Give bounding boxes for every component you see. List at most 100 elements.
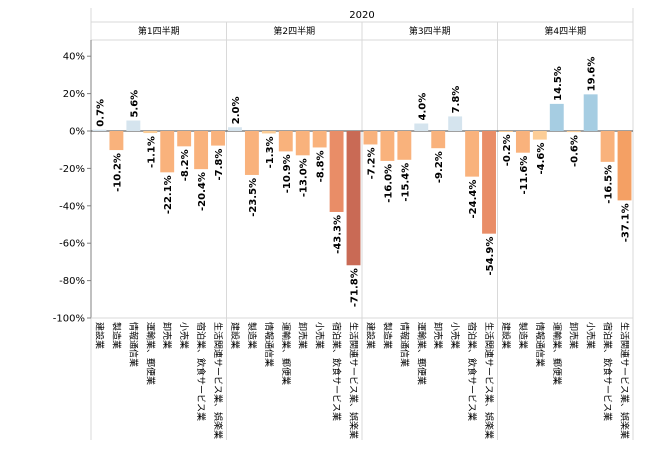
category-label: 製造業 <box>246 322 258 349</box>
data-label: -54.9% <box>485 237 496 276</box>
bar <box>126 120 141 131</box>
data-label: 0.7% <box>95 99 106 127</box>
bar <box>549 103 564 131</box>
bar <box>109 131 124 151</box>
category-label: 製造業 <box>110 322 122 349</box>
category-label: 建設業 <box>93 322 105 349</box>
bar <box>160 131 175 173</box>
category-label: 製造業 <box>517 322 529 349</box>
bar <box>431 131 446 149</box>
data-label: -16.5% <box>604 165 615 204</box>
category-label: 建設業 <box>229 322 241 349</box>
category-label: 情報通信業 <box>398 322 410 367</box>
y-tick-label: -40% <box>59 201 85 212</box>
group-label: 第2四半期 <box>273 25 315 37</box>
data-label: -9.2% <box>434 151 445 183</box>
category-label: 建設業 <box>364 322 376 349</box>
category-label: 運輸業、郵便業 <box>551 322 563 385</box>
bar <box>278 131 293 152</box>
data-label: 14.5% <box>553 66 564 101</box>
bar <box>312 131 327 148</box>
category-label: 卸売業 <box>297 322 309 349</box>
bar <box>499 131 513 132</box>
bar <box>244 131 259 175</box>
data-label: -16.0% <box>383 164 394 203</box>
y-tick-label: -100% <box>53 314 85 325</box>
data-label: -20.4% <box>197 172 208 211</box>
bar <box>261 131 276 134</box>
category-label: 宿泊業、飲食サービス業 <box>195 322 207 421</box>
y-tick-label: 20% <box>63 89 85 100</box>
bar <box>92 129 107 131</box>
bar <box>295 131 310 156</box>
year-label: 2020 <box>349 10 374 21</box>
bar <box>346 131 361 266</box>
bar <box>532 131 547 140</box>
category-label: 建設業 <box>500 322 512 349</box>
y-tick-label: -20% <box>59 164 85 175</box>
category-label: 卸売業 <box>161 322 173 349</box>
bar <box>465 131 480 177</box>
category-label: 運輸業、郵便業 <box>144 322 156 385</box>
category-label: 情報通信業 <box>127 322 139 367</box>
bar <box>211 131 225 146</box>
bar <box>414 123 429 131</box>
bar <box>617 131 632 201</box>
category-label: 宿泊業、飲食サービス業 <box>466 322 478 421</box>
data-label: -8.2% <box>180 149 191 181</box>
bar <box>397 131 412 160</box>
y-tick-label: 40% <box>63 52 85 63</box>
category-label: 宿泊業、飲食サービス業 <box>602 322 614 421</box>
data-label: 5.6% <box>129 90 140 118</box>
category-label: 卸売業 <box>568 322 580 349</box>
data-label: -37.1% <box>621 203 632 242</box>
data-label: -0.6% <box>570 135 581 167</box>
bar <box>515 131 530 153</box>
category-label: 情報通信業 <box>263 322 275 367</box>
data-label: -71.8% <box>350 268 361 307</box>
data-label: -24.4% <box>468 180 479 219</box>
data-label: -8.8% <box>316 150 327 182</box>
category-label: 小売業 <box>449 322 461 349</box>
data-label: 2.0% <box>231 97 242 125</box>
bar <box>482 131 496 234</box>
data-label: -1.3% <box>265 136 276 168</box>
category-label: 小売業 <box>178 322 190 349</box>
y-tick-label: -80% <box>59 276 85 287</box>
category-label: 卸売業 <box>432 322 444 349</box>
data-label: -22.1% <box>163 175 174 214</box>
data-label: -10.9% <box>282 154 293 193</box>
data-label: -43.3% <box>333 215 344 254</box>
group-label: 第1四半期 <box>138 25 180 37</box>
category-label: 小売業 <box>585 322 597 349</box>
data-label: -11.6% <box>519 156 530 195</box>
data-label: -0.2% <box>502 134 513 166</box>
bar <box>583 94 598 131</box>
category-label: 宿泊業、飲食サービス業 <box>331 322 343 421</box>
data-label: -13.0% <box>299 158 310 197</box>
bar <box>448 116 463 131</box>
data-label: 4.0% <box>417 93 428 121</box>
category-label: 運輸業、郵便業 <box>280 322 292 385</box>
category-label: 製造業 <box>381 322 393 349</box>
data-label: -23.5% <box>248 178 259 217</box>
data-label: -1.1% <box>146 136 157 168</box>
bar <box>380 131 395 161</box>
category-label: 運輸業、郵便業 <box>415 322 427 385</box>
bar <box>194 131 209 170</box>
y-tick-label: 0% <box>69 127 85 138</box>
data-label: -7.8% <box>214 149 225 181</box>
bar <box>143 131 158 134</box>
category-label: 生活関連サービス業、娯楽業 <box>483 322 495 439</box>
data-label: 19.6% <box>587 57 598 92</box>
category-label: 情報通信業 <box>534 322 546 367</box>
data-label: -10.2% <box>112 153 123 192</box>
data-label: -7.2% <box>366 147 377 179</box>
bar <box>363 131 378 145</box>
data-label: -15.4% <box>400 163 411 202</box>
bar <box>600 131 615 162</box>
category-label: 小売業 <box>314 322 326 349</box>
bar <box>228 127 242 131</box>
